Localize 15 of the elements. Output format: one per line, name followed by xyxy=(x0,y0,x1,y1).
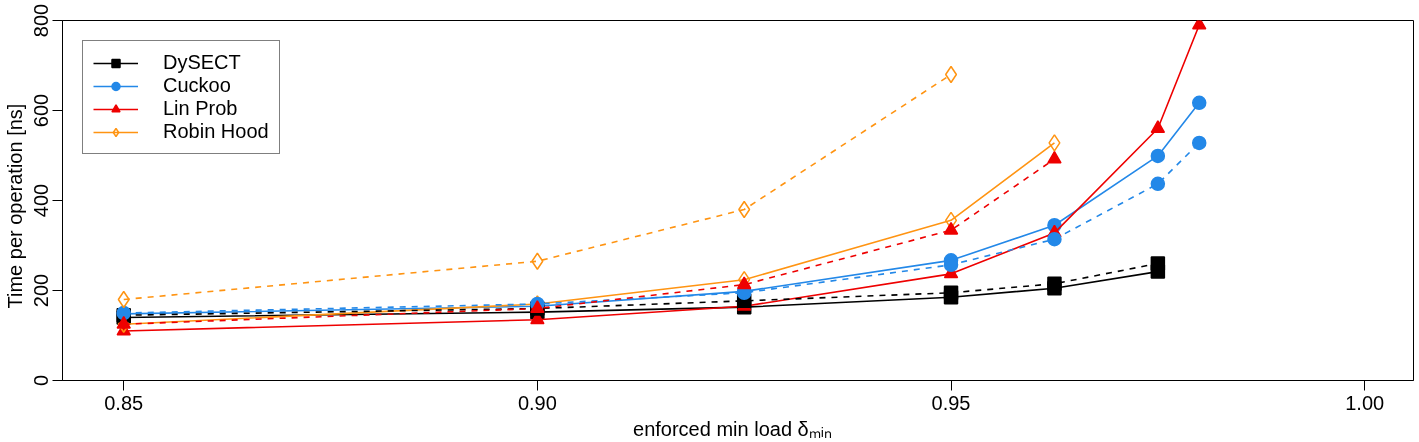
y-axis-title: Time per operation [ns] xyxy=(3,103,26,309)
legend-label: Cuckoo xyxy=(163,74,231,97)
legend-label: DySECT xyxy=(163,51,241,74)
legend-label: Robin Hood xyxy=(163,120,269,143)
y-tick-label: 200 xyxy=(29,273,52,308)
x-tick-label: 0.90 xyxy=(517,391,557,414)
y-tick-label: 800 xyxy=(29,3,52,38)
x-tick-label: 1.00 xyxy=(1345,391,1385,414)
y-tick-label: 400 xyxy=(29,183,52,218)
x-axis-title: enforced min load δₘᵢₙ xyxy=(633,417,832,440)
x-tick-label: 0.95 xyxy=(931,391,971,414)
legend-label: Lin Prob xyxy=(163,97,238,120)
x-tick-label: 0.85 xyxy=(104,391,144,414)
y-tick-label: 0 xyxy=(29,374,52,387)
y-tick-label: 600 xyxy=(29,93,52,128)
